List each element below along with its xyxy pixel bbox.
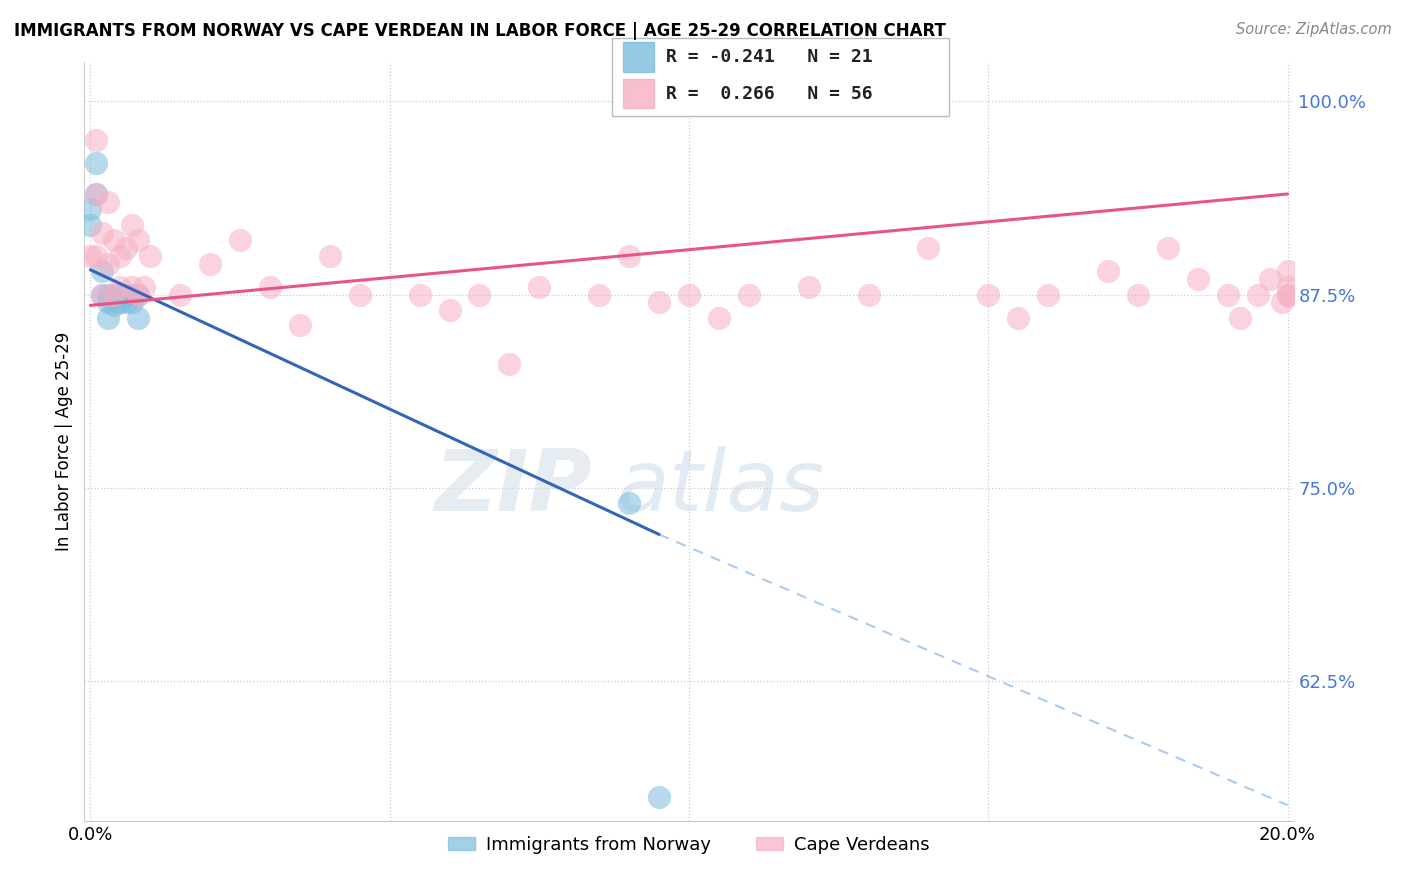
Point — [617, 249, 640, 263]
Point — [1157, 241, 1180, 255]
Point — [1126, 287, 1149, 301]
Point — [91, 287, 114, 301]
Point — [86, 186, 108, 201]
Bar — [623, 78, 654, 108]
Point — [529, 280, 551, 294]
Text: R =  0.266   N = 56: R = 0.266 N = 56 — [665, 86, 872, 103]
Point — [1277, 264, 1299, 278]
Point — [498, 357, 520, 371]
Point — [169, 287, 191, 301]
Point — [121, 287, 143, 301]
Point — [1277, 280, 1299, 294]
Point — [917, 241, 939, 255]
Point — [103, 287, 125, 301]
Point — [1246, 287, 1268, 301]
Point — [79, 202, 101, 217]
Point — [97, 287, 120, 301]
Point — [86, 156, 108, 170]
Point — [121, 295, 143, 310]
Point — [648, 790, 671, 805]
Point — [1277, 287, 1299, 301]
Text: atlas: atlas — [616, 445, 824, 529]
Point — [408, 287, 430, 301]
Text: R = -0.241   N = 21: R = -0.241 N = 21 — [665, 48, 872, 66]
Point — [288, 318, 311, 333]
Point — [349, 287, 371, 301]
FancyBboxPatch shape — [612, 38, 949, 116]
Point — [439, 303, 461, 318]
Point — [121, 280, 143, 294]
Point — [115, 241, 138, 255]
Point — [91, 264, 114, 278]
Point — [1187, 272, 1209, 286]
Point — [115, 295, 138, 310]
Point — [115, 287, 138, 301]
Point — [110, 280, 132, 294]
Point — [127, 287, 149, 301]
Point — [1270, 295, 1292, 310]
Point — [617, 496, 640, 510]
Point — [588, 287, 610, 301]
Point — [86, 186, 108, 201]
Point — [707, 310, 730, 325]
Point — [678, 287, 700, 301]
Point — [139, 249, 162, 263]
Point — [1277, 287, 1299, 301]
Point — [1229, 310, 1251, 325]
Text: ZIP: ZIP — [434, 445, 592, 529]
Point — [259, 280, 281, 294]
Point — [79, 218, 101, 232]
Text: Source: ZipAtlas.com: Source: ZipAtlas.com — [1236, 22, 1392, 37]
Point — [1258, 272, 1281, 286]
Point — [1036, 287, 1059, 301]
Point — [103, 233, 125, 247]
Point — [229, 233, 252, 247]
Point — [97, 295, 120, 310]
Point — [127, 233, 149, 247]
Point — [91, 287, 114, 301]
Point — [86, 133, 108, 147]
Point — [1007, 310, 1029, 325]
Point — [79, 249, 101, 263]
Point — [97, 310, 120, 325]
Point — [110, 295, 132, 310]
Point — [977, 287, 1000, 301]
Point — [134, 280, 156, 294]
Point — [858, 287, 880, 301]
Point — [468, 287, 491, 301]
Point — [1216, 287, 1239, 301]
Text: IMMIGRANTS FROM NORWAY VS CAPE VERDEAN IN LABOR FORCE | AGE 25-29 CORRELATION CH: IMMIGRANTS FROM NORWAY VS CAPE VERDEAN I… — [14, 22, 946, 40]
Bar — [623, 42, 654, 71]
Point — [110, 287, 132, 301]
Point — [738, 287, 761, 301]
Point — [198, 257, 221, 271]
Point — [97, 257, 120, 271]
Y-axis label: In Labor Force | Age 25-29: In Labor Force | Age 25-29 — [55, 332, 73, 551]
Point — [797, 280, 820, 294]
Point — [110, 249, 132, 263]
Point — [86, 249, 108, 263]
Point — [648, 295, 671, 310]
Point — [127, 287, 149, 301]
Point — [103, 298, 125, 312]
Point — [103, 287, 125, 301]
Point — [1097, 264, 1119, 278]
Point — [91, 226, 114, 240]
Point — [127, 310, 149, 325]
Point — [319, 249, 342, 263]
Legend: Immigrants from Norway, Cape Verdeans: Immigrants from Norway, Cape Verdeans — [441, 829, 936, 861]
Point — [97, 194, 120, 209]
Point — [121, 218, 143, 232]
